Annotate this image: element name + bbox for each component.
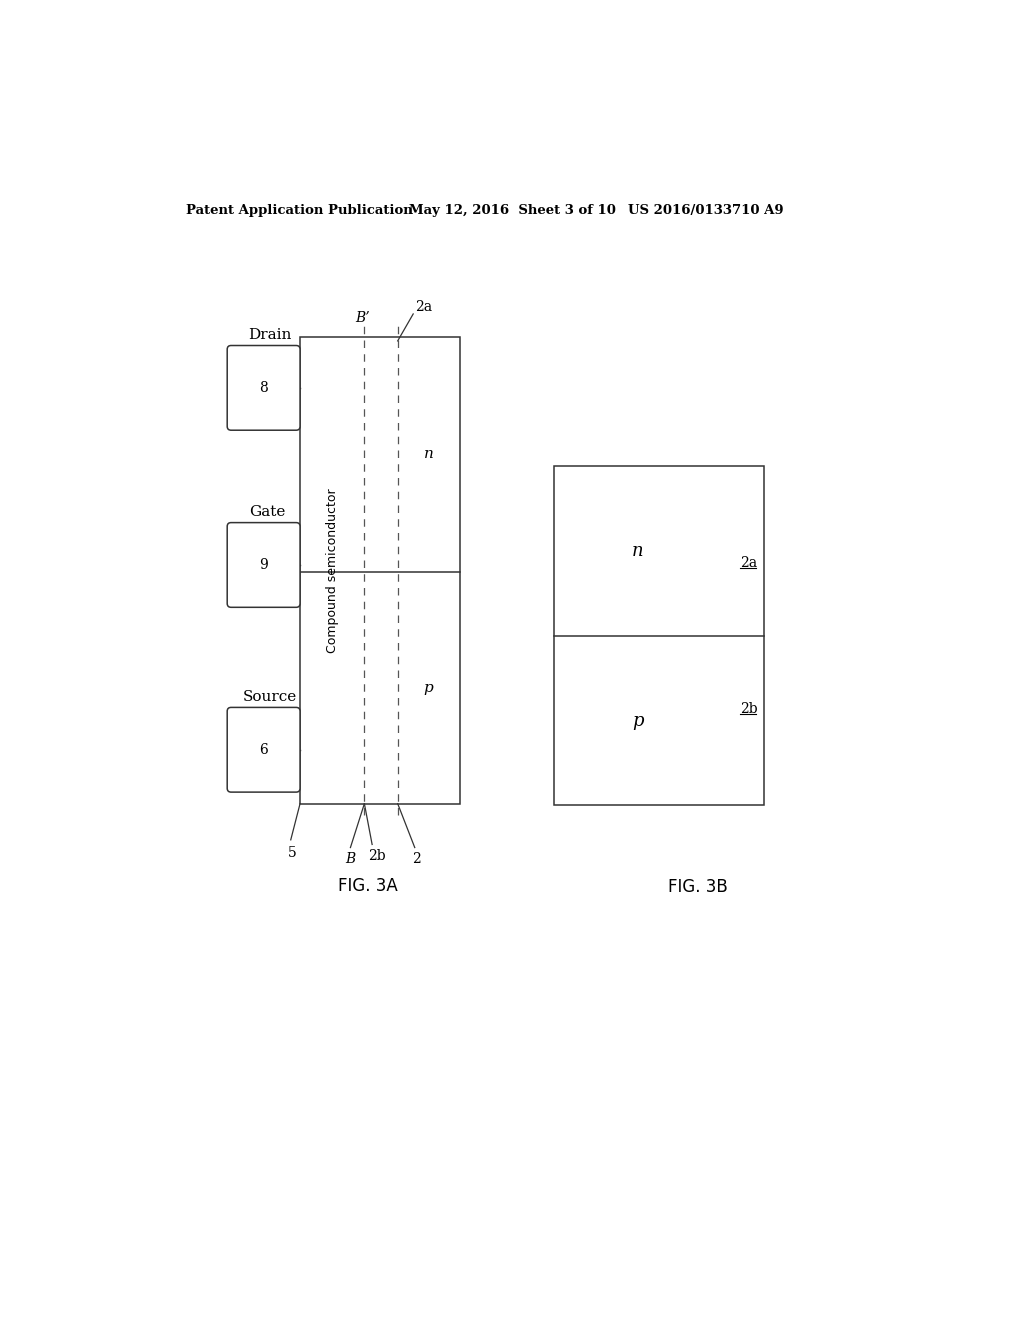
Bar xyxy=(300,337,460,804)
Text: B: B xyxy=(345,853,355,866)
Text: Patent Application Publication: Patent Application Publication xyxy=(186,205,413,218)
Text: US 2016/0133710 A9: US 2016/0133710 A9 xyxy=(628,205,783,218)
FancyBboxPatch shape xyxy=(227,708,300,792)
Text: 2a: 2a xyxy=(740,556,758,570)
Text: May 12, 2016  Sheet 3 of 10: May 12, 2016 Sheet 3 of 10 xyxy=(410,205,616,218)
Text: 9: 9 xyxy=(259,558,268,572)
Text: 2b: 2b xyxy=(740,702,758,715)
Text: 5: 5 xyxy=(288,846,297,861)
Text: 8: 8 xyxy=(259,381,268,395)
Text: Drain: Drain xyxy=(248,327,292,342)
FancyBboxPatch shape xyxy=(227,523,300,607)
FancyBboxPatch shape xyxy=(227,346,300,430)
Text: Gate: Gate xyxy=(249,504,286,519)
Text: p: p xyxy=(632,711,644,730)
Text: B’: B’ xyxy=(355,310,370,325)
Text: 2: 2 xyxy=(412,853,421,866)
Text: p: p xyxy=(424,681,433,694)
Text: n: n xyxy=(424,447,433,462)
Text: Source: Source xyxy=(243,689,297,704)
Text: FIG. 3B: FIG. 3B xyxy=(668,878,727,896)
Text: Compound semiconductor: Compound semiconductor xyxy=(326,488,339,652)
Text: 6: 6 xyxy=(259,743,268,756)
Text: FIG. 3A: FIG. 3A xyxy=(338,876,398,895)
Text: 2b: 2b xyxy=(369,849,386,863)
Bar xyxy=(554,466,764,805)
Text: n: n xyxy=(632,543,644,560)
Text: 2a: 2a xyxy=(415,300,432,314)
